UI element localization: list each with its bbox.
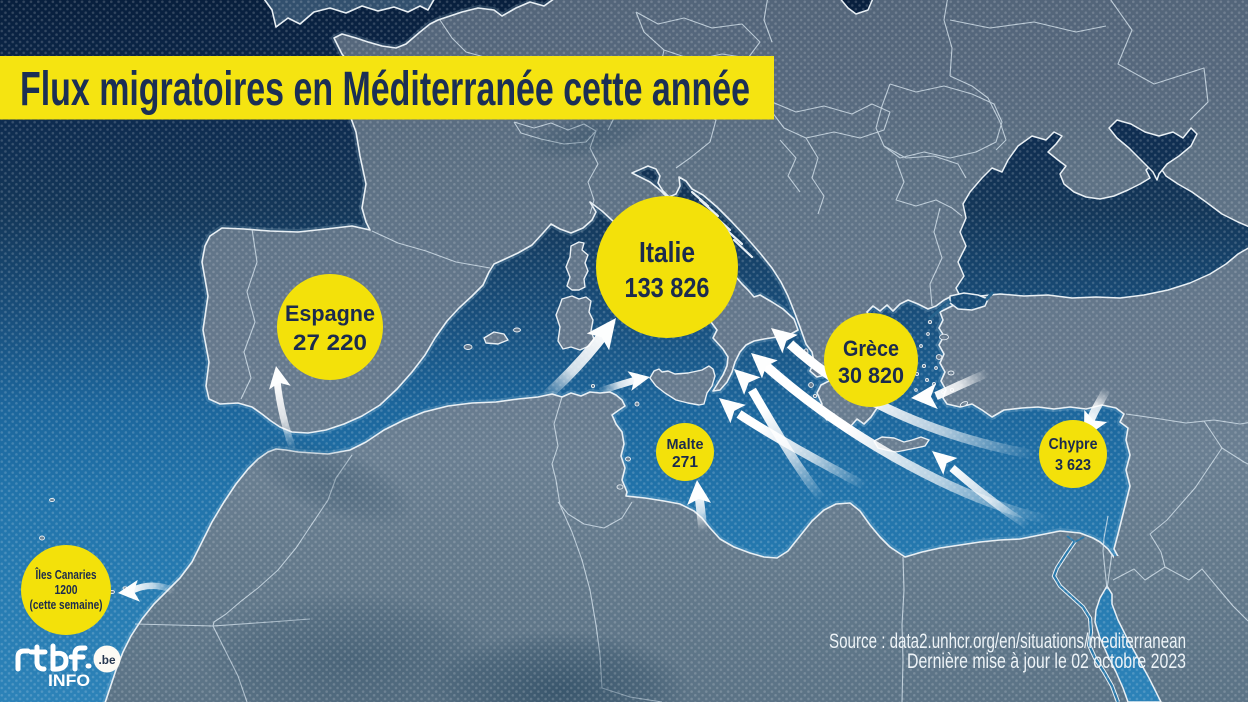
svg-text:Espagne: Espagne bbox=[285, 301, 375, 326]
svg-text:1200: 1200 bbox=[55, 583, 78, 597]
svg-text:Îles Canaries: Îles Canaries bbox=[35, 567, 97, 582]
svg-text:Italie: Italie bbox=[639, 237, 695, 269]
svg-text:271: 271 bbox=[672, 454, 698, 471]
svg-text:27 220: 27 220 bbox=[293, 330, 367, 355]
svg-text:30 820: 30 820 bbox=[838, 363, 904, 388]
svg-text:.be: .be bbox=[99, 653, 116, 667]
svg-text:Source : data2.unhcr.org/en/s: Source : data2.unhcr.org/en/situations/m… bbox=[829, 630, 1186, 653]
svg-text:Malte: Malte bbox=[667, 437, 704, 453]
svg-text:Grèce: Grèce bbox=[843, 336, 899, 361]
svg-text:(cette semaine): (cette semaine) bbox=[30, 598, 103, 612]
svg-text:3 623: 3 623 bbox=[1055, 457, 1091, 474]
svg-text:Chypre: Chypre bbox=[1049, 436, 1098, 453]
svg-text:Dernière mise à jour le 02 oct: Dernière mise à jour le 02 octobre 2023 bbox=[907, 650, 1186, 673]
svg-text:133 826: 133 826 bbox=[625, 272, 710, 303]
svg-text:Flux migratoires en Méditerran: Flux migratoires en Méditerranée cette a… bbox=[20, 63, 750, 116]
svg-text:INFO: INFO bbox=[48, 671, 90, 690]
